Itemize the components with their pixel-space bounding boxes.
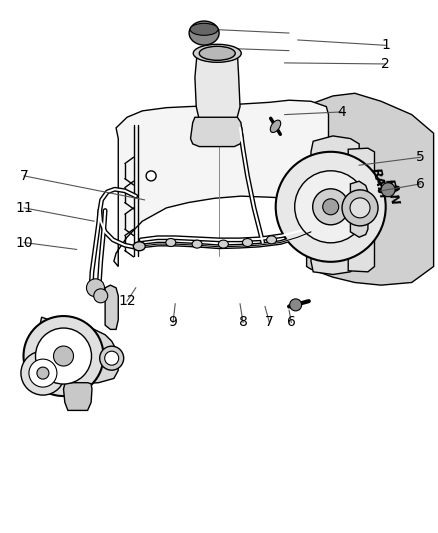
Polygon shape <box>39 317 118 384</box>
Ellipse shape <box>267 236 276 244</box>
Circle shape <box>53 346 74 366</box>
Circle shape <box>21 351 65 395</box>
Circle shape <box>290 299 302 311</box>
Circle shape <box>105 351 119 365</box>
Polygon shape <box>191 117 243 147</box>
Text: 6: 6 <box>287 316 296 329</box>
Text: FAN: FAN <box>382 177 402 207</box>
Ellipse shape <box>166 238 176 247</box>
Circle shape <box>94 289 108 303</box>
Polygon shape <box>105 285 118 329</box>
Circle shape <box>35 328 92 384</box>
Text: 4: 4 <box>337 105 346 119</box>
Ellipse shape <box>219 240 228 248</box>
Circle shape <box>350 198 370 218</box>
Text: 11: 11 <box>15 201 33 215</box>
Circle shape <box>295 171 367 243</box>
Text: 5: 5 <box>416 150 425 164</box>
Circle shape <box>342 190 378 226</box>
Ellipse shape <box>199 46 235 60</box>
Text: 12: 12 <box>118 294 136 308</box>
Text: 9: 9 <box>169 316 177 329</box>
Circle shape <box>381 183 395 197</box>
Polygon shape <box>64 383 92 410</box>
Circle shape <box>29 359 57 387</box>
Polygon shape <box>114 100 328 266</box>
Ellipse shape <box>189 21 219 45</box>
Circle shape <box>146 171 156 181</box>
Circle shape <box>313 189 349 225</box>
Polygon shape <box>348 148 374 272</box>
Text: 6: 6 <box>416 177 425 191</box>
Ellipse shape <box>243 238 252 247</box>
Text: 10: 10 <box>15 236 33 249</box>
Ellipse shape <box>270 120 281 133</box>
Text: 7: 7 <box>20 169 28 183</box>
Text: 2: 2 <box>381 57 390 71</box>
Circle shape <box>323 199 339 215</box>
Circle shape <box>86 279 105 297</box>
Circle shape <box>37 367 49 379</box>
Polygon shape <box>350 181 368 237</box>
Circle shape <box>24 316 103 396</box>
Ellipse shape <box>190 23 218 35</box>
Circle shape <box>276 152 386 262</box>
Text: 7: 7 <box>265 316 274 329</box>
Circle shape <box>100 346 124 370</box>
Ellipse shape <box>192 240 202 248</box>
Text: 1: 1 <box>381 38 390 52</box>
Text: RAM: RAM <box>368 167 389 201</box>
Polygon shape <box>195 53 240 120</box>
Polygon shape <box>311 136 359 274</box>
Ellipse shape <box>193 44 241 62</box>
Text: 8: 8 <box>239 316 247 329</box>
Polygon shape <box>307 93 434 285</box>
Ellipse shape <box>133 242 145 251</box>
